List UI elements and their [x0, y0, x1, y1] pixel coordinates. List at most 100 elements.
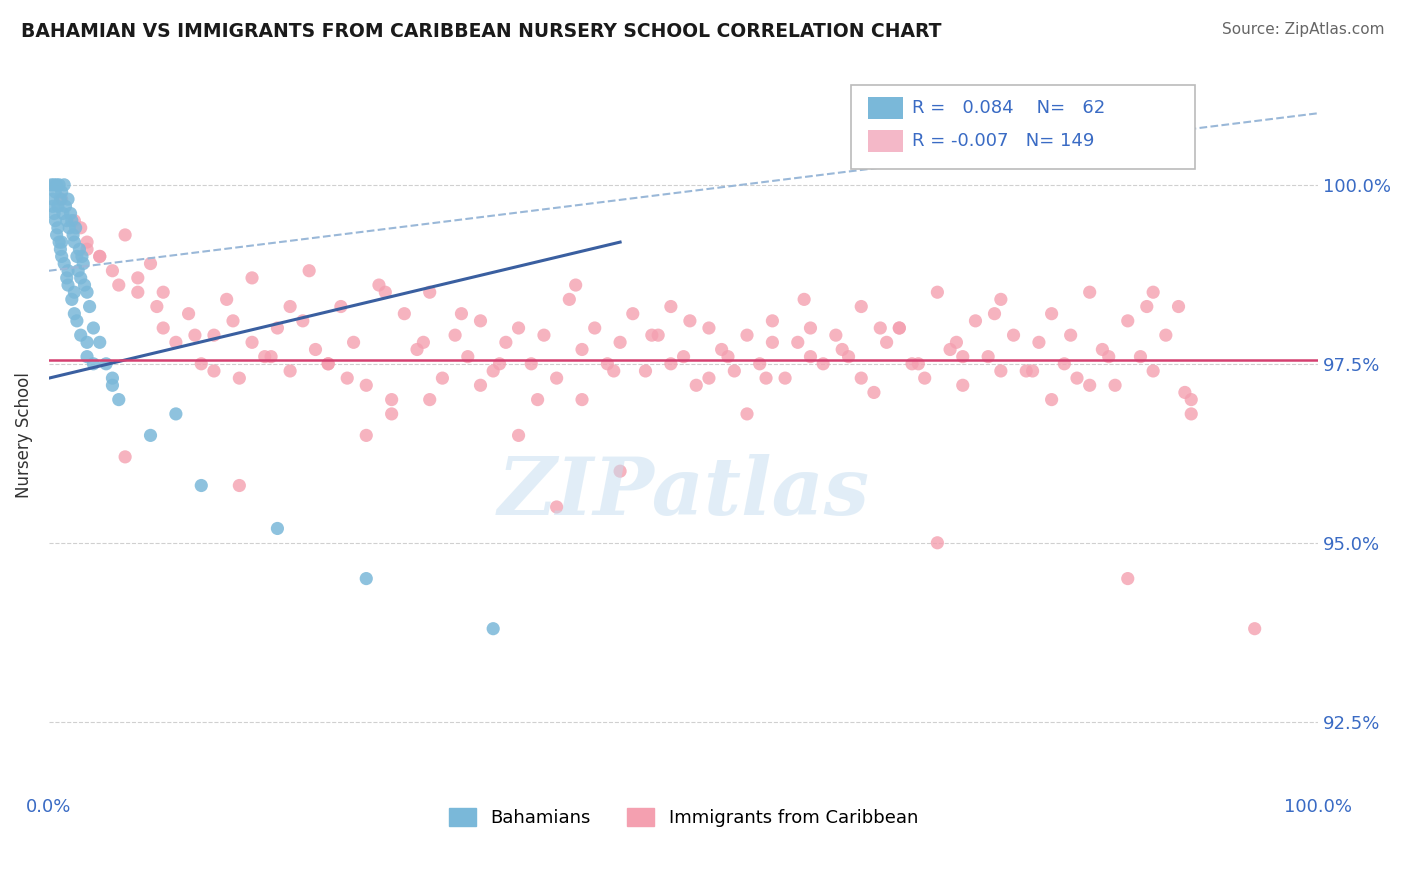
Point [793, 293, 815, 307]
Point [735, 407, 758, 421]
Point [609, 464, 631, 478]
Point [838, 350, 860, 364]
Point [60, 293, 83, 307]
Point [945, 335, 967, 350]
Point [146, 300, 169, 314]
Point [1116, 572, 1139, 586]
Point [564, 278, 586, 293]
Point [603, 364, 626, 378]
Point [444, 328, 467, 343]
Point [546, 500, 568, 514]
Point [67, 242, 90, 256]
Point [811, 357, 834, 371]
Point [42, 199, 65, 213]
Point [42, 178, 65, 192]
Point [876, 335, 898, 350]
Point [356, 428, 378, 442]
Point [82, 357, 104, 371]
Point [63, 285, 86, 300]
Point [558, 293, 581, 307]
Point [51, 192, 73, 206]
Point [927, 535, 949, 549]
Point [1154, 328, 1177, 343]
Point [62, 227, 84, 242]
Point [1098, 350, 1121, 364]
Point [266, 321, 288, 335]
Point [55, 213, 77, 227]
Point [1028, 335, 1050, 350]
Point [66, 314, 89, 328]
Point [51, 235, 73, 249]
Point [82, 321, 104, 335]
Point [69, 328, 91, 343]
Point [139, 428, 162, 442]
Point [278, 364, 301, 378]
Point [69, 271, 91, 285]
Point [368, 278, 391, 293]
Point [952, 378, 974, 392]
Point [495, 335, 517, 350]
Point [1167, 300, 1189, 314]
Point [60, 213, 83, 227]
Point [697, 321, 720, 335]
Text: R = -0.007   N= 149: R = -0.007 N= 149 [912, 132, 1095, 150]
Point [609, 335, 631, 350]
Point [621, 307, 644, 321]
Point [773, 371, 796, 385]
Point [240, 335, 263, 350]
Text: ZIPatlas: ZIPatlas [498, 454, 870, 532]
Point [73, 278, 96, 293]
Point [278, 300, 301, 314]
Point [457, 350, 479, 364]
Point [952, 350, 974, 364]
Point [679, 314, 702, 328]
Point [177, 307, 200, 321]
Point [1059, 328, 1081, 343]
Point [356, 378, 378, 392]
Point [76, 350, 98, 364]
Point [641, 328, 664, 343]
Point [49, 192, 72, 206]
Point [89, 249, 111, 263]
Point [228, 478, 250, 492]
Point [202, 364, 225, 378]
Point [799, 350, 821, 364]
Point [939, 343, 962, 357]
Point [672, 350, 695, 364]
Point [735, 328, 758, 343]
Point [101, 264, 124, 278]
Point [215, 293, 238, 307]
Point [127, 271, 149, 285]
Point [508, 428, 530, 442]
Point [977, 350, 1000, 364]
Point [374, 285, 396, 300]
Point [889, 321, 911, 335]
Point [824, 328, 846, 343]
Point [69, 220, 91, 235]
Point [51, 249, 73, 263]
Point [342, 335, 364, 350]
Text: BAHAMIAN VS IMMIGRANTS FROM CARIBBEAN NURSERY SCHOOL CORRELATION CHART: BAHAMIAN VS IMMIGRANTS FROM CARIBBEAN NU… [21, 22, 942, 41]
Point [851, 371, 873, 385]
Point [990, 364, 1012, 378]
Point [94, 357, 117, 371]
Point [482, 622, 505, 636]
Point [66, 249, 89, 263]
Point [990, 293, 1012, 307]
Point [432, 371, 454, 385]
Point [107, 278, 129, 293]
Point [482, 364, 505, 378]
Point [42, 192, 65, 206]
Point [55, 271, 77, 285]
Point [1015, 364, 1038, 378]
Point [329, 300, 352, 314]
Point [53, 178, 76, 192]
Point [710, 343, 733, 357]
Point [190, 478, 212, 492]
Point [152, 321, 174, 335]
Point [56, 278, 79, 293]
Point [89, 335, 111, 350]
Point [52, 206, 75, 220]
Point [51, 185, 73, 199]
Point [1078, 285, 1101, 300]
